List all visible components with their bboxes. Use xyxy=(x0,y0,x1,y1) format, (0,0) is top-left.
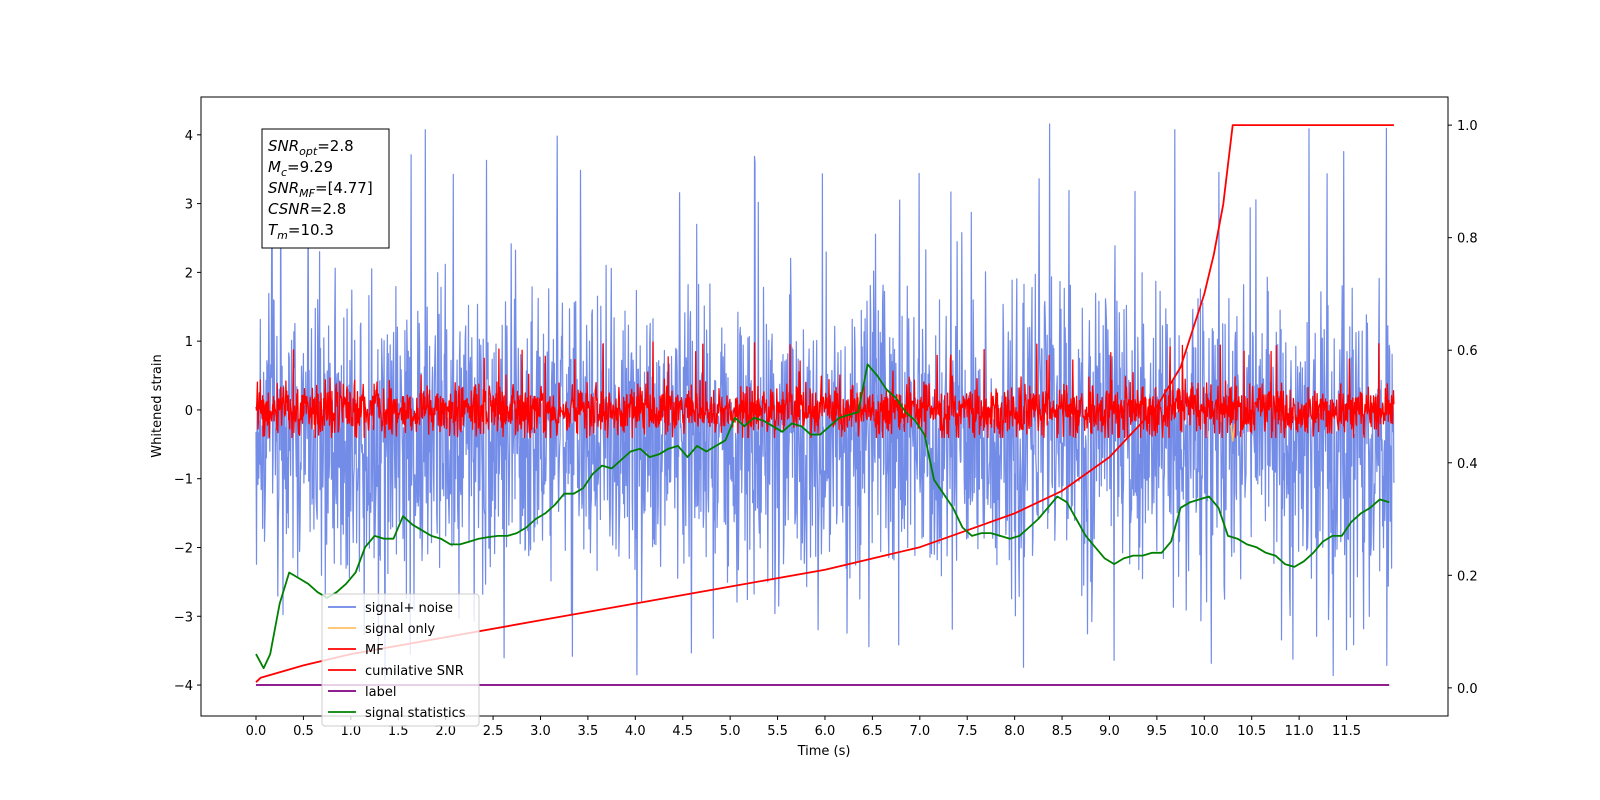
y-tick-label: 1 xyxy=(185,335,193,350)
info-box: SNRopt=2.8Mc=9.29SNRMF=[4.77]CSNR=2.8Tm=… xyxy=(261,128,390,249)
info-value: =9.29 xyxy=(287,158,333,176)
info-line: SNRopt=2.8 xyxy=(268,137,354,158)
x-tick-label: 2.0 xyxy=(435,724,456,739)
y2-tick-label: 0.8 xyxy=(1457,232,1478,247)
x-axis: 0.0 0.5 1.0 1.5 2.0 2.5 3.0 3.5 4.0 4.5 5.0 5.5 6.0 6… xyxy=(246,716,1361,739)
y-tick-label: 2 xyxy=(185,266,193,281)
info-subscript: MF xyxy=(299,187,315,200)
y2-tick-label: 0.4 xyxy=(1457,457,1478,472)
x-tick-label: 8.0 xyxy=(1004,724,1025,739)
y-axis-left: 4 3 2 1 0 −1 −2 −3 −4 xyxy=(174,129,201,694)
x-tick-label: 2.5 xyxy=(483,724,504,739)
info-symbol: CSNR xyxy=(268,200,310,218)
legend: signal+ noise signal only MF cumilative SNR… xyxy=(321,593,480,727)
y-tick-label: −2 xyxy=(174,541,193,556)
x-tick-label: 5.5 xyxy=(767,724,788,739)
info-symbol: M xyxy=(268,158,281,176)
x-tick-label: 1.5 xyxy=(388,724,409,739)
info-value: =10.3 xyxy=(288,221,334,239)
info-subscript: c xyxy=(281,166,287,179)
info-value: =2.8 xyxy=(317,137,353,155)
y2-tick-label: 1.0 xyxy=(1457,119,1478,134)
x-tick-label: 1.0 xyxy=(340,724,361,739)
series-signal-only xyxy=(1230,423,1236,442)
info-subscript: opt xyxy=(299,145,318,158)
legend-entry: cumilative SNR xyxy=(365,664,464,679)
x-tick-label: 0.0 xyxy=(246,724,267,739)
legend-entry: MF xyxy=(365,643,384,658)
x-tick-label: 8.5 xyxy=(1052,724,1073,739)
x-tick-label: 3.5 xyxy=(578,724,599,739)
y-axis-label: Whitened strain xyxy=(150,354,165,457)
legend-entry: label xyxy=(365,685,396,700)
info-symbol: SNR xyxy=(268,137,299,155)
info-symbol: SNR xyxy=(268,179,299,197)
x-tick-label: 6.5 xyxy=(862,724,883,739)
legend-entry: signal statistics xyxy=(365,706,466,721)
info-value: =[4.77] xyxy=(315,179,373,197)
x-tick-label: 9.5 xyxy=(1147,724,1168,739)
x-tick-label: 7.0 xyxy=(909,724,930,739)
y-tick-label: 4 xyxy=(185,129,193,144)
series-mf xyxy=(255,341,1395,439)
y-tick-label: −3 xyxy=(174,610,193,625)
info-line: Mc=9.29 xyxy=(268,158,333,179)
y2-tick-label: 0.6 xyxy=(1457,344,1478,359)
y2-tick-label: 0.2 xyxy=(1457,569,1478,584)
x-tick-label: 11.5 xyxy=(1332,724,1361,739)
y-tick-label: −1 xyxy=(174,473,193,488)
info-value: =2.8 xyxy=(310,200,346,218)
x-tick-label: 7.5 xyxy=(957,724,978,739)
x-tick-label: 0.5 xyxy=(293,724,314,739)
info-line: CSNR=2.8 xyxy=(268,200,346,218)
y-tick-label: 0 xyxy=(185,404,193,419)
y2-tick-label: 0.0 xyxy=(1457,682,1478,697)
legend-frame xyxy=(321,593,480,727)
x-tick-label: 9.0 xyxy=(1099,724,1120,739)
info-box-frame xyxy=(261,128,390,249)
y-tick-label: −4 xyxy=(174,679,193,694)
x-tick-label: 4.0 xyxy=(625,724,646,739)
x-tick-label: 6.0 xyxy=(815,724,836,739)
x-tick-label: 10.0 xyxy=(1190,724,1219,739)
series-signal-statistics xyxy=(255,363,1390,670)
info-subscript: m xyxy=(277,229,288,242)
y-axis-right: 1.0 0.8 0.6 0.4 0.2 0.0 xyxy=(1448,119,1478,697)
x-tick-label: 4.5 xyxy=(672,724,693,739)
x-tick-label: 11.0 xyxy=(1285,724,1314,739)
x-tick-label: 10.5 xyxy=(1237,724,1266,739)
legend-entry: signal+ noise xyxy=(365,601,453,616)
x-tick-label: 3.0 xyxy=(530,724,551,739)
info-line: SNRMF=[4.77] xyxy=(268,179,373,200)
legend-entry: signal only xyxy=(365,622,435,637)
x-tick-label: 5.0 xyxy=(720,724,741,739)
info-line: Tm=10.3 xyxy=(268,221,334,242)
x-axis-label: Time (s) xyxy=(797,744,851,759)
y-tick-label: 3 xyxy=(185,198,193,213)
info-symbol: T xyxy=(268,221,279,239)
